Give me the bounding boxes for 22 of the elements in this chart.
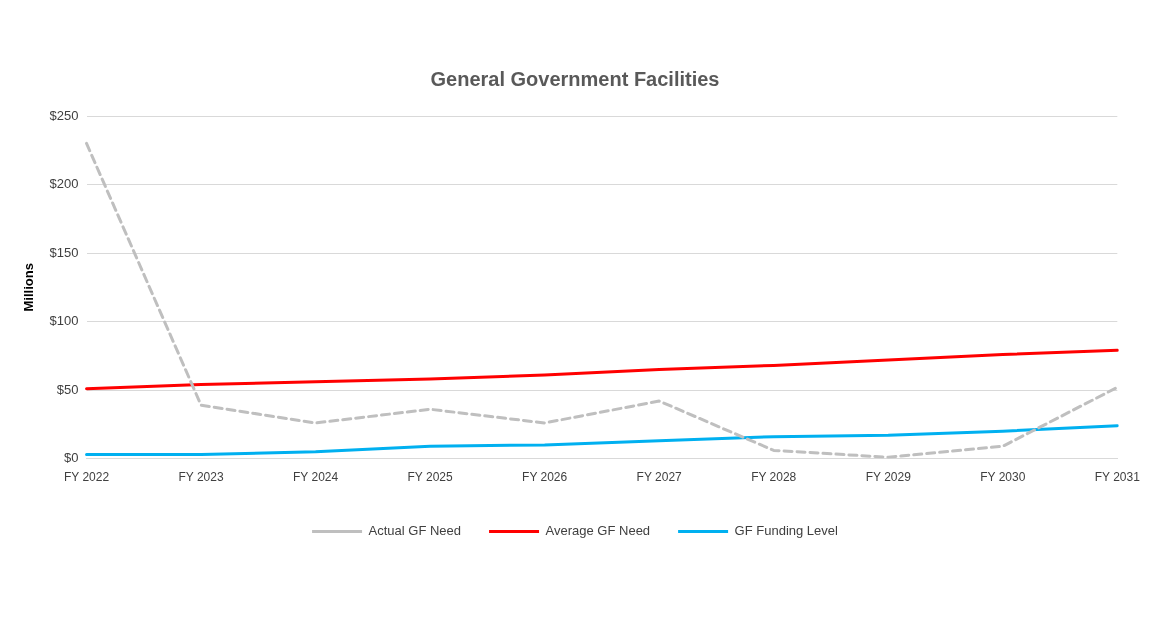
legend-label: GF Funding Level: [734, 523, 839, 539]
legend-label: Actual GF Need: [368, 523, 462, 539]
y-tick-label: $50: [56, 381, 79, 397]
x-tick-label: FY 2026: [522, 470, 568, 485]
y-tick-label: $150: [49, 244, 79, 260]
y-axis-title: Millions: [21, 263, 37, 312]
x-tick-label: FY 2029: [865, 470, 912, 485]
x-tick-label: FY 2025: [407, 470, 454, 485]
x-tick-label: FY 2027: [636, 470, 683, 485]
x-tick-label: FY 2024: [293, 470, 339, 485]
x-tick-label: FY 2023: [178, 470, 224, 485]
x-tick-label: FY 2022: [63, 470, 110, 485]
chart-title: General Government Facilities: [430, 67, 720, 90]
line-series: [85, 141, 1119, 459]
y-tick-label: $250: [49, 107, 79, 123]
y-tick-label: $0: [64, 450, 79, 466]
y-tick-label: $200: [49, 176, 79, 192]
x-tick-label: FY 2031: [1094, 470, 1141, 485]
legend-label: Average GF Need: [545, 523, 651, 539]
x-tick-label: FY 2030: [980, 470, 1026, 485]
x-tick-label: FY 2028: [751, 470, 797, 485]
y-tick-label: $100: [49, 313, 79, 329]
